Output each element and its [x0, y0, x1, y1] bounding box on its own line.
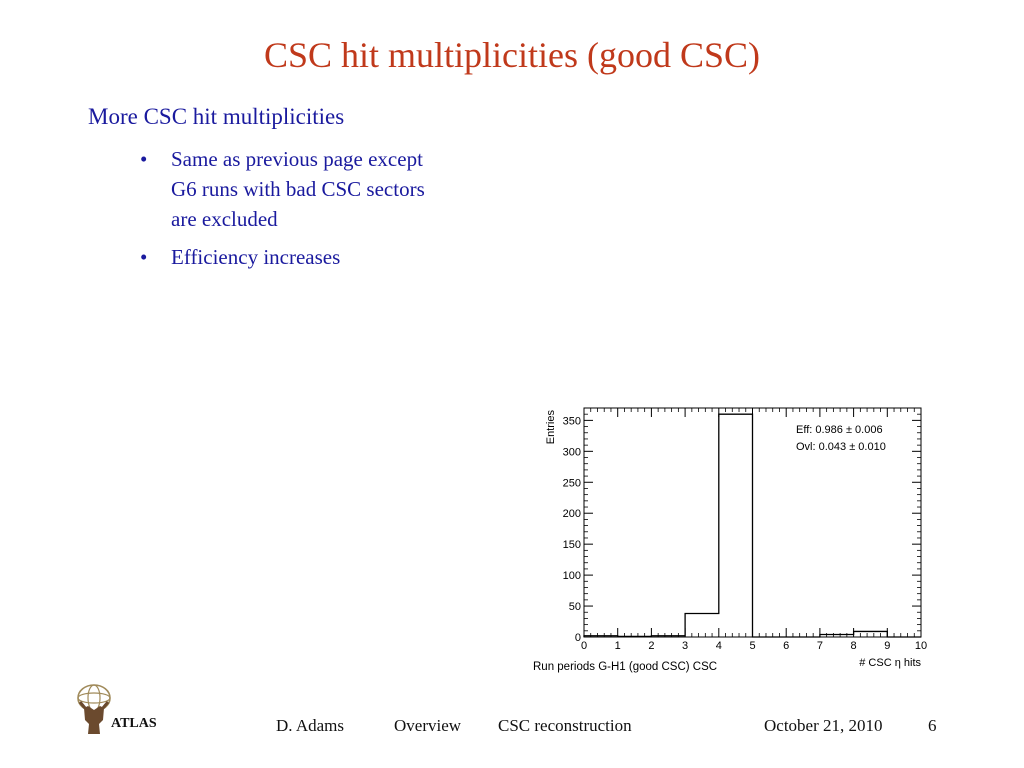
histogram-chart: 0 50 100 150 200 250 300 350 0 1 2 3 4 5 6 7 8 9 10 Entrie… [533, 407, 927, 673]
footer-topic: CSC reconstruction [498, 716, 632, 735]
footer-author: D. Adams [276, 716, 344, 735]
y-tick-label: 200 [563, 508, 581, 520]
slide-heading: More CSC hit multiplicities [88, 104, 345, 129]
bullet-item: • Efficiency increases [140, 242, 500, 272]
x-tick-label: 10 [915, 640, 927, 652]
x-tick-label: 8 [851, 640, 857, 652]
histogram-bin [854, 631, 888, 637]
histogram-bin [719, 414, 753, 637]
stats-eff: Eff: 0.986 ± 0.006 [796, 424, 883, 436]
y-tick-label: 0 [575, 632, 581, 644]
chart-caption: Run periods G-H1 (good CSC) CSC [533, 661, 717, 673]
x-axis-label: # CSC η hits [859, 657, 921, 669]
x-tick-label: 3 [682, 640, 688, 652]
x-tick-label: 4 [716, 640, 722, 652]
histogram-outline [583, 413, 921, 638]
bullet-line: Efficiency increases [171, 245, 341, 269]
atlas-logo-text: ATLAS [111, 716, 157, 731]
y-tick-label: 300 [563, 446, 581, 458]
bullet-list: • Same as previous page except G6 runs w… [140, 144, 500, 280]
bullet-line: G6 runs with bad CSC sectors [171, 177, 425, 201]
bullet-marker: • [140, 245, 148, 269]
slide-title: CSC hit multiplicities (good CSC) [263, 35, 761, 75]
x-tick-label: 0 [581, 640, 587, 652]
x-tick-label: 2 [648, 640, 654, 652]
x-tick-label: 5 [749, 640, 755, 652]
x-tick-label: 9 [884, 640, 890, 652]
stats-ovl: Ovl: 0.043 ± 0.010 [796, 441, 886, 453]
footer-date: October 21, 2010 [764, 716, 883, 735]
x-tick-label: 1 [615, 640, 621, 652]
bullet-item: • Same as previous page except G6 runs w… [140, 144, 500, 234]
y-tick-label: 350 [563, 415, 581, 427]
y-tick-label: 250 [563, 477, 581, 489]
y-tick-label: 150 [563, 539, 581, 551]
footer-section: Overview [394, 716, 462, 735]
y-axis-label: Entries [545, 410, 557, 445]
y-tick-label: 50 [569, 601, 581, 613]
x-tick-label: 7 [817, 640, 823, 652]
x-tick-label: 6 [783, 640, 789, 652]
bullet-line: are excluded [171, 207, 278, 231]
y-tick-label: 100 [563, 570, 581, 582]
bullet-line: Same as previous page except [171, 147, 423, 171]
footer-page-number: 6 [928, 716, 937, 735]
atlas-logo [77, 684, 111, 734]
histogram-bin [685, 613, 719, 637]
bullet-marker: • [140, 147, 148, 171]
